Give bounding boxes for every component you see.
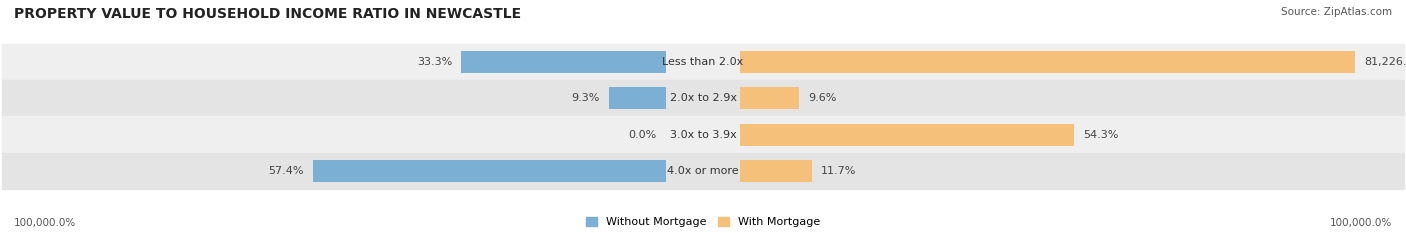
Text: 0.0%: 0.0% <box>628 130 657 140</box>
Bar <box>740 124 1074 146</box>
Text: 81,226.9%: 81,226.9% <box>1364 57 1406 67</box>
Text: 54.3%: 54.3% <box>1083 130 1119 140</box>
Text: 2.0x to 2.9x: 2.0x to 2.9x <box>669 93 737 103</box>
Text: 9.3%: 9.3% <box>571 93 599 103</box>
Bar <box>740 87 799 109</box>
Bar <box>1 116 1405 153</box>
Text: 100,000.0%: 100,000.0% <box>1330 218 1392 228</box>
Text: 33.3%: 33.3% <box>416 57 453 67</box>
Legend: Without Mortgage, With Mortgage: Without Mortgage, With Mortgage <box>586 217 820 227</box>
Text: 100,000.0%: 100,000.0% <box>14 218 76 228</box>
Text: Less than 2.0x: Less than 2.0x <box>662 57 744 67</box>
Text: 11.7%: 11.7% <box>821 166 856 176</box>
Bar <box>461 51 666 73</box>
Bar <box>740 160 811 182</box>
Bar <box>1 44 1405 80</box>
Text: 57.4%: 57.4% <box>269 166 304 176</box>
Bar <box>740 51 1355 73</box>
Text: 4.0x or more: 4.0x or more <box>668 166 738 176</box>
Bar <box>314 160 666 182</box>
Text: Source: ZipAtlas.com: Source: ZipAtlas.com <box>1281 7 1392 17</box>
Bar <box>1 153 1405 189</box>
Text: PROPERTY VALUE TO HOUSEHOLD INCOME RATIO IN NEWCASTLE: PROPERTY VALUE TO HOUSEHOLD INCOME RATIO… <box>14 7 522 21</box>
Text: 3.0x to 3.9x: 3.0x to 3.9x <box>669 130 737 140</box>
Text: 9.6%: 9.6% <box>808 93 837 103</box>
Bar <box>609 87 666 109</box>
Bar <box>1 80 1405 116</box>
